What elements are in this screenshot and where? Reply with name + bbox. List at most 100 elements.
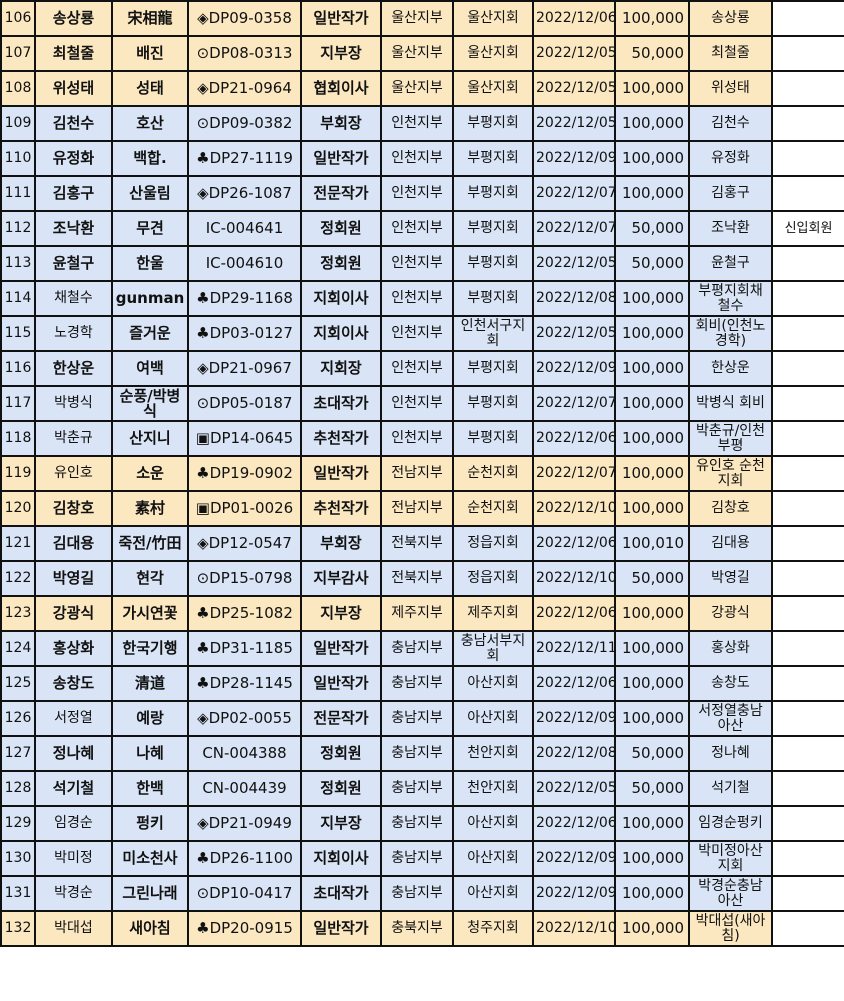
note-cell[interactable] (771, 805, 844, 842)
member-code-cell[interactable]: IC-004610 (187, 245, 302, 282)
chapter-cell[interactable]: 아산지회 (452, 805, 534, 842)
rank-cell[interactable]: 지부장 (300, 35, 382, 72)
pen-name-cell[interactable]: 산울림 (111, 175, 189, 212)
branch-cell[interactable]: 인천지부 (380, 420, 454, 457)
branch-cell[interactable]: 인천지부 (380, 385, 454, 422)
date-cell[interactable]: 2022/12/05 (532, 35, 616, 72)
chapter-cell[interactable]: 부평지회 (452, 210, 534, 247)
rank-cell[interactable]: 일반작가 (300, 910, 382, 947)
rank-cell[interactable]: 부회장 (300, 105, 382, 142)
rank-cell[interactable]: 지회장 (300, 350, 382, 387)
pen-name-cell[interactable]: gunman (111, 280, 189, 317)
depositor-cell[interactable]: 박미정아산지회 (688, 840, 773, 877)
rank-cell[interactable]: 일반작가 (300, 0, 382, 37)
name-cell[interactable]: 노경학 (34, 315, 113, 352)
member-code-cell[interactable]: ◈DP26-1087 (187, 175, 302, 212)
row-number-cell[interactable]: 111 (0, 175, 36, 212)
pen-name-cell[interactable]: 素村 (111, 490, 189, 527)
rank-cell[interactable]: 정회원 (300, 770, 382, 807)
chapter-cell[interactable]: 울산지회 (452, 0, 534, 37)
rank-cell[interactable]: 지부감사 (300, 560, 382, 597)
name-cell[interactable]: 조낙환 (34, 210, 113, 247)
depositor-cell[interactable]: 박대섭(새아침) (688, 910, 773, 947)
branch-cell[interactable]: 충남지부 (380, 770, 454, 807)
chapter-cell[interactable]: 청주지회 (452, 910, 534, 947)
depositor-cell[interactable]: 조낙환 (688, 210, 773, 247)
row-number-cell[interactable]: 119 (0, 455, 36, 492)
amount-cell[interactable]: 100,000 (614, 595, 690, 632)
member-code-cell[interactable]: ▣DP01-0026 (187, 490, 302, 527)
name-cell[interactable]: 유정화 (34, 140, 113, 177)
row-number-cell[interactable]: 124 (0, 630, 36, 667)
date-cell[interactable]: 2022/12/07 (532, 455, 616, 492)
date-cell[interactable]: 2022/12/06 (532, 665, 616, 702)
name-cell[interactable]: 박대섭 (34, 910, 113, 947)
amount-cell[interactable]: 100,000 (614, 350, 690, 387)
branch-cell[interactable]: 인천지부 (380, 245, 454, 282)
pen-name-cell[interactable]: 나혜 (111, 735, 189, 772)
chapter-cell[interactable]: 부평지회 (452, 420, 534, 457)
depositor-cell[interactable]: 김홍구 (688, 175, 773, 212)
name-cell[interactable]: 김창호 (34, 490, 113, 527)
date-cell[interactable]: 2022/12/05 (532, 70, 616, 107)
member-code-cell[interactable]: ◈DP21-0967 (187, 350, 302, 387)
name-cell[interactable]: 최철줄 (34, 35, 113, 72)
note-cell[interactable]: 신입회원 (771, 210, 844, 247)
note-cell[interactable] (771, 350, 844, 387)
member-code-cell[interactable]: ⊙DP08-0313 (187, 35, 302, 72)
name-cell[interactable]: 송상룡 (34, 0, 113, 37)
note-cell[interactable] (771, 0, 844, 37)
amount-cell[interactable]: 100,000 (614, 385, 690, 422)
amount-cell[interactable]: 50,000 (614, 560, 690, 597)
rank-cell[interactable]: 정회원 (300, 735, 382, 772)
pen-name-cell[interactable]: 한울 (111, 245, 189, 282)
depositor-cell[interactable]: 정나혜 (688, 735, 773, 772)
branch-cell[interactable]: 충남지부 (380, 840, 454, 877)
branch-cell[interactable]: 인천지부 (380, 140, 454, 177)
date-cell[interactable]: 2022/12/05 (532, 105, 616, 142)
name-cell[interactable]: 박경순 (34, 875, 113, 912)
member-code-cell[interactable]: ♣DP26-1100 (187, 840, 302, 877)
rank-cell[interactable]: 추천작가 (300, 490, 382, 527)
depositor-cell[interactable]: 부평지회채철수 (688, 280, 773, 317)
row-number-cell[interactable]: 107 (0, 35, 36, 72)
row-number-cell[interactable]: 132 (0, 910, 36, 947)
member-code-cell[interactable]: CN-004388 (187, 735, 302, 772)
depositor-cell[interactable]: 임경순펑키 (688, 805, 773, 842)
branch-cell[interactable]: 충남지부 (380, 700, 454, 737)
note-cell[interactable] (771, 105, 844, 142)
chapter-cell[interactable]: 제주지회 (452, 595, 534, 632)
branch-cell[interactable]: 제주지부 (380, 595, 454, 632)
amount-cell[interactable]: 100,000 (614, 175, 690, 212)
rank-cell[interactable]: 지회이사 (300, 840, 382, 877)
date-cell[interactable]: 2022/12/06 (532, 805, 616, 842)
note-cell[interactable] (771, 875, 844, 912)
branch-cell[interactable]: 충남지부 (380, 665, 454, 702)
member-code-cell[interactable]: ♣DP28-1145 (187, 665, 302, 702)
date-cell[interactable]: 2022/12/06 (532, 525, 616, 562)
depositor-cell[interactable]: 회비(인천노경학) (688, 315, 773, 352)
depositor-cell[interactable]: 홍상화 (688, 630, 773, 667)
member-code-cell[interactable]: ♣DP03-0127 (187, 315, 302, 352)
branch-cell[interactable]: 울산지부 (380, 35, 454, 72)
rank-cell[interactable]: 정회원 (300, 245, 382, 282)
note-cell[interactable] (771, 175, 844, 212)
note-cell[interactable] (771, 910, 844, 947)
depositor-cell[interactable]: 박영길 (688, 560, 773, 597)
name-cell[interactable]: 서정열 (34, 700, 113, 737)
note-cell[interactable] (771, 140, 844, 177)
row-number-cell[interactable]: 115 (0, 315, 36, 352)
chapter-cell[interactable]: 인천서구지회 (452, 315, 534, 352)
chapter-cell[interactable]: 아산지회 (452, 840, 534, 877)
pen-name-cell[interactable]: 한백 (111, 770, 189, 807)
chapter-cell[interactable]: 정읍지회 (452, 560, 534, 597)
pen-name-cell[interactable]: 백합. (111, 140, 189, 177)
member-code-cell[interactable]: ◈DP12-0547 (187, 525, 302, 562)
depositor-cell[interactable]: 위성태 (688, 70, 773, 107)
member-code-cell[interactable]: ◈DP21-0949 (187, 805, 302, 842)
rank-cell[interactable]: 일반작가 (300, 455, 382, 492)
name-cell[interactable]: 위성태 (34, 70, 113, 107)
chapter-cell[interactable]: 부평지회 (452, 105, 534, 142)
rank-cell[interactable]: 지회이사 (300, 315, 382, 352)
member-code-cell[interactable]: ⊙DP05-0187 (187, 385, 302, 422)
